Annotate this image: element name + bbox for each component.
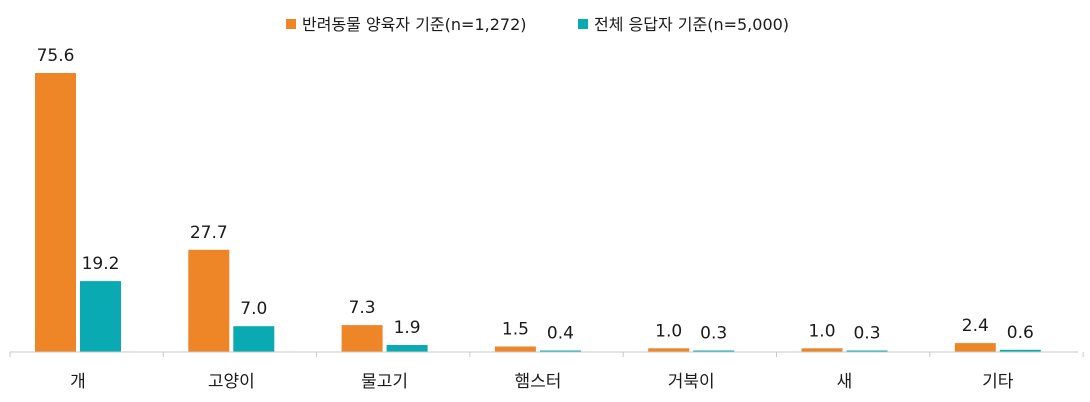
bar-pet-owners-4	[494, 346, 536, 352]
value-label-all-respondents-6: 0.3	[853, 324, 880, 344]
legend-swatch-series-1	[286, 19, 296, 29]
x-axis-ticks	[9, 352, 1084, 357]
legend-label-series-2: 전체 응답자 기준(n=5,000)	[594, 15, 789, 34]
bar-pet-owners-5	[648, 348, 690, 352]
bar-all-respondents-6	[846, 350, 888, 352]
bar-all-respondents-7	[999, 349, 1041, 352]
value-label-pet-owners-3: 7.3	[349, 298, 376, 318]
category-label-3: 물고기	[361, 372, 408, 392]
category-label-7: 기타	[982, 372, 1014, 392]
value-label-all-respondents-4: 0.4	[547, 324, 574, 344]
bar-pet-owners-2	[188, 249, 230, 352]
bar-all-respondents-2	[233, 326, 275, 352]
bar-pet-owners-6	[801, 348, 843, 352]
legend-swatch-series-2	[578, 19, 588, 29]
category-label-1: 개	[70, 372, 86, 392]
category-label-5: 거북이	[668, 372, 715, 392]
bar-all-respondents-1	[80, 281, 121, 352]
value-label-all-respondents-3: 1.9	[394, 318, 421, 338]
legend: 반려동물 양육자 기준(n=1,272) 전체 응답자 기준(n=5,000)	[286, 15, 789, 34]
bar-pet-owners-1	[35, 73, 76, 352]
bar-all-respondents-5	[693, 350, 735, 352]
bar-all-respondents-4	[539, 350, 581, 352]
value-label-pet-owners-4: 1.5	[502, 320, 529, 340]
bars-group	[35, 73, 1041, 352]
value-label-all-respondents-5: 0.3	[700, 324, 727, 344]
value-labels-group: 75.6 19.2 27.7 7.0 7.3 1.9 1.5 0.4 1.0 0.3 1.0 0.3 2…	[37, 46, 1034, 344]
value-label-all-respondents-1: 19.2	[82, 254, 120, 274]
category-labels-group: 개 고양이 물고기 햄스터 거북이 새 기타	[70, 372, 1014, 392]
value-label-all-respondents-2: 7.0	[240, 299, 267, 319]
value-label-pet-owners-1: 75.6	[37, 46, 75, 66]
category-label-6: 새	[837, 372, 853, 392]
category-label-2: 고양이	[208, 372, 255, 392]
legend-label-series-1: 반려동물 양육자 기준(n=1,272)	[302, 15, 527, 34]
bar-pet-owners-3	[341, 325, 383, 352]
bar-pet-owners-7	[954, 343, 996, 352]
value-label-pet-owners-7: 2.4	[962, 316, 989, 336]
value-label-pet-owners-5: 1.0	[655, 321, 682, 341]
category-label-4: 햄스터	[514, 372, 561, 392]
value-label-pet-owners-6: 1.0	[808, 321, 835, 341]
bar-all-respondents-3	[386, 345, 428, 352]
value-label-pet-owners-2: 27.7	[190, 223, 228, 243]
value-label-all-respondents-7: 0.6	[1007, 323, 1034, 343]
